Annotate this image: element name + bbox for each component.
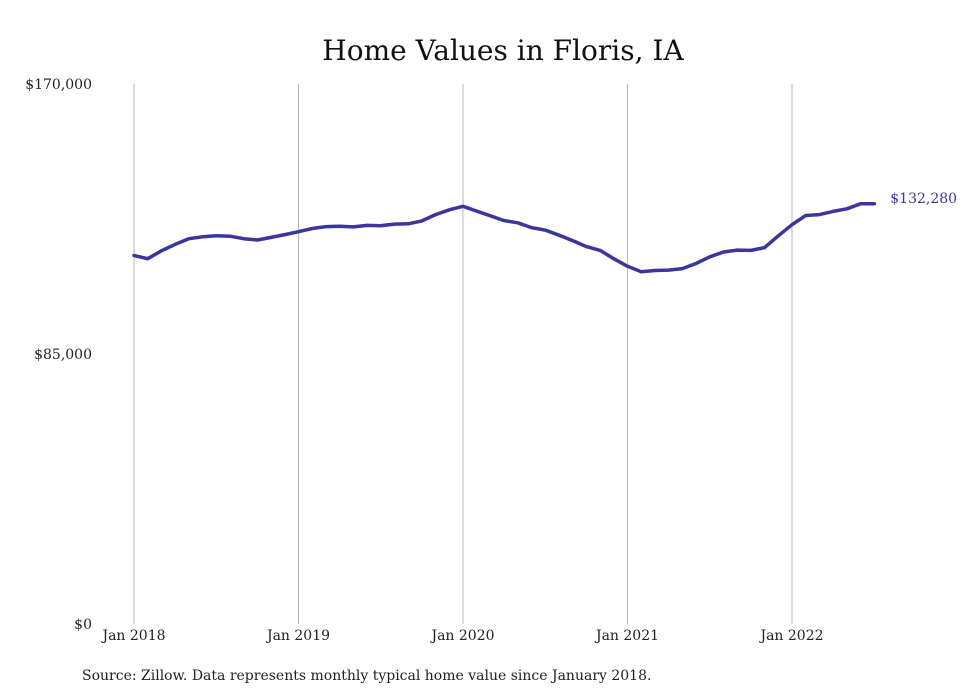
y-tick-label: $0 <box>74 617 92 633</box>
x-tick-label: Jan 2018 <box>100 628 165 644</box>
x-tick-label: Jan 2020 <box>429 628 494 644</box>
last-value-label: $132,280 <box>890 191 957 207</box>
y-tick-label: $170,000 <box>25 77 92 93</box>
y-tick-label: $85,000 <box>34 347 92 363</box>
x-axis-ticks: Jan 2018 Jan 2019 Jan 2020 Jan 2021 Jan 2022 <box>100 628 823 644</box>
home-value-series-line <box>132 202 877 274</box>
source-note: Source: Zillow. Data represents monthly … <box>82 668 652 684</box>
y-axis-ticks: $0 $85,000 $170,000 <box>25 77 92 633</box>
x-tick-label: Jan 2022 <box>758 628 823 644</box>
x-tick-label: Jan 2021 <box>594 628 659 644</box>
x-tick-label: Jan 2019 <box>265 628 330 644</box>
vertical-gridlines <box>133 84 793 624</box>
chart-title: Home Values in Floris, IA <box>322 34 684 67</box>
